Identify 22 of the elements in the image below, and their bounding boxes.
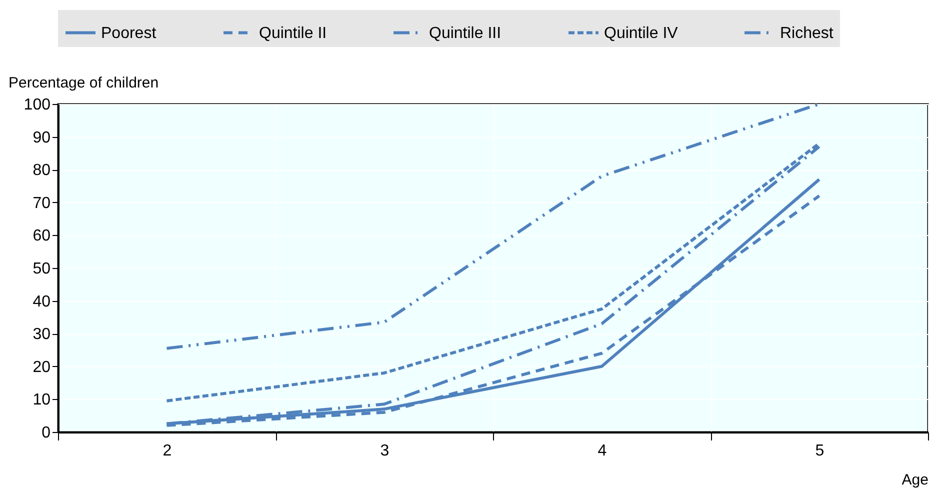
legend-label: Richest xyxy=(780,24,834,42)
y-axis-title: Percentage of children xyxy=(8,74,159,92)
y-tick-label: 30 xyxy=(32,326,51,344)
legend-label: Quintile II xyxy=(259,24,327,42)
y-tick-label: 80 xyxy=(32,162,51,180)
y-tick-label: 50 xyxy=(32,260,51,278)
y-tick-label: 70 xyxy=(32,194,51,212)
x-tick-label: 4 xyxy=(598,442,607,460)
x-axis-title: Age xyxy=(902,472,928,488)
y-tick-label: 0 xyxy=(42,424,51,442)
x-tick-label: 2 xyxy=(162,442,172,460)
legend-label: Poorest xyxy=(101,24,157,42)
y-tick-label: 20 xyxy=(32,358,51,376)
legend-label: Quintile III xyxy=(429,24,502,42)
y-tick-label: 40 xyxy=(32,293,51,310)
x-tick-label: 3 xyxy=(380,442,390,460)
y-tick-label: 100 xyxy=(24,96,51,114)
legend-label: Quintile IV xyxy=(604,24,678,42)
x-tick-label: 5 xyxy=(815,442,824,460)
y-tick-label: 90 xyxy=(32,129,51,146)
y-tick-label: 60 xyxy=(32,228,51,245)
y-tick-label: 10 xyxy=(32,392,51,409)
